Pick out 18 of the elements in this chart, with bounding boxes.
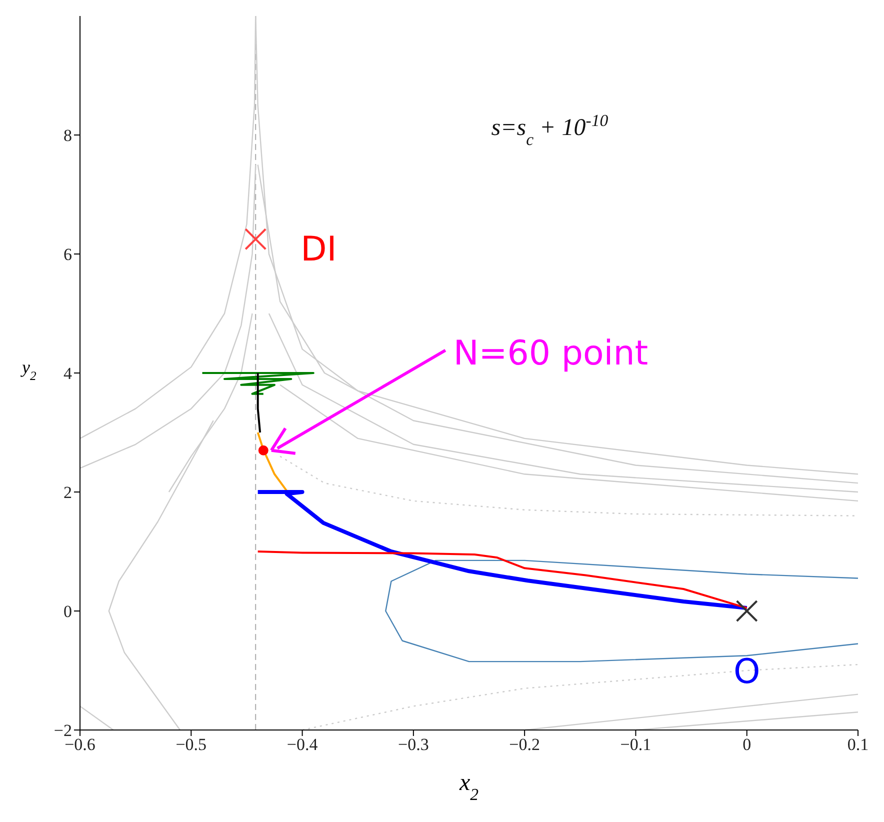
y-axis-title: y$_{2}$ <box>20 357 37 383</box>
y-tick-label: 2 <box>64 483 72 502</box>
x-tick-label: 0 <box>742 735 752 754</box>
annotation: DI <box>300 229 337 270</box>
x-tick-label: −0.5 <box>176 735 207 754</box>
x-tick-label: −0.3 <box>398 735 429 754</box>
annotation: N=60 point <box>453 334 648 374</box>
y-tick-label: 4 <box>64 364 72 384</box>
y-tick-label: 8 <box>64 126 72 146</box>
x-axis-title: x$_{2}$ <box>458 770 480 804</box>
x-tick-label: −0.4 <box>286 735 318 754</box>
x-tick-label: −0.2 <box>509 735 540 754</box>
y-tick-label: 6 <box>64 245 72 264</box>
y-tick-label: 0 <box>64 602 72 622</box>
x-tick-label: −0.1 <box>620 735 652 754</box>
annotation: s=s$_{c}$ + 10$^{-10}$ <box>491 110 609 148</box>
annotation: O <box>733 652 760 692</box>
x-tick-label: 0.1 <box>847 735 869 754</box>
